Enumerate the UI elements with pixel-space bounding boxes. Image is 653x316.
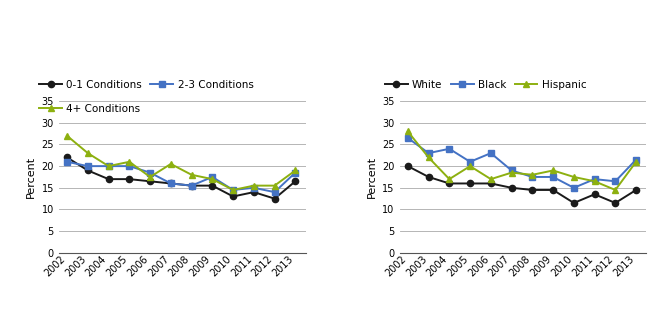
- Legend: 4+ Conditions: 4+ Conditions: [39, 104, 140, 114]
- 0-1 Conditions: [167, 182, 175, 185]
- Y-axis label: Percent: Percent: [366, 156, 377, 198]
- 4+ Conditions: [291, 168, 299, 172]
- Hispanic: [611, 188, 619, 192]
- White: [570, 201, 578, 205]
- White: [632, 188, 640, 192]
- Hispanic: [549, 168, 557, 172]
- 4+ Conditions: [208, 177, 216, 181]
- Black: [632, 158, 640, 161]
- 0-1 Conditions: [291, 179, 299, 183]
- Hispanic: [404, 130, 412, 133]
- Hispanic: [528, 173, 536, 177]
- 0-1 Conditions: [270, 197, 278, 201]
- 4+ Conditions: [104, 164, 112, 168]
- Black: [507, 168, 515, 172]
- Black: [445, 147, 453, 151]
- Legend: White, Black, Hispanic: White, Black, Hispanic: [385, 80, 586, 90]
- 4+ Conditions: [167, 162, 175, 166]
- White: [507, 186, 515, 190]
- 2-3 Conditions: [146, 171, 154, 174]
- 0-1 Conditions: [208, 184, 216, 187]
- 0-1 Conditions: [146, 179, 154, 183]
- 2-3 Conditions: [84, 164, 91, 168]
- Black: [528, 175, 536, 179]
- Line: Hispanic: Hispanic: [405, 128, 639, 193]
- White: [528, 188, 536, 192]
- Hispanic: [570, 175, 578, 179]
- 0-1 Conditions: [229, 195, 237, 198]
- Black: [466, 160, 474, 164]
- Hispanic: [466, 164, 474, 168]
- 2-3 Conditions: [187, 184, 195, 187]
- 2-3 Conditions: [208, 175, 216, 179]
- Black: [591, 177, 599, 181]
- Black: [424, 151, 432, 155]
- 4+ Conditions: [146, 175, 154, 179]
- Hispanic: [445, 177, 453, 181]
- White: [424, 175, 432, 179]
- 2-3 Conditions: [291, 171, 299, 174]
- 4+ Conditions: [250, 184, 258, 187]
- Black: [570, 186, 578, 190]
- 4+ Conditions: [125, 160, 133, 164]
- 2-3 Conditions: [229, 188, 237, 192]
- Hispanic: [632, 160, 640, 164]
- Line: 2-3 Conditions: 2-3 Conditions: [64, 159, 298, 195]
- 2-3 Conditions: [250, 186, 258, 190]
- 0-1 Conditions: [250, 190, 258, 194]
- 0-1 Conditions: [104, 177, 112, 181]
- 2-3 Conditions: [104, 164, 112, 168]
- 2-3 Conditions: [63, 160, 71, 164]
- White: [611, 201, 619, 205]
- Y-axis label: Percent: Percent: [26, 156, 36, 198]
- 0-1 Conditions: [125, 177, 133, 181]
- Hispanic: [591, 179, 599, 183]
- 0-1 Conditions: [63, 155, 71, 159]
- 4+ Conditions: [270, 184, 278, 187]
- 2-3 Conditions: [270, 190, 278, 194]
- White: [549, 188, 557, 192]
- 4+ Conditions: [229, 188, 237, 192]
- 2-3 Conditions: [167, 182, 175, 185]
- White: [445, 182, 453, 185]
- Hispanic: [507, 171, 515, 174]
- Black: [611, 179, 619, 183]
- Line: 0-1 Conditions: 0-1 Conditions: [64, 154, 298, 202]
- 4+ Conditions: [63, 134, 71, 138]
- White: [404, 164, 412, 168]
- Line: Black: Black: [405, 135, 639, 191]
- Line: 4+ Conditions: 4+ Conditions: [64, 133, 298, 193]
- 0-1 Conditions: [187, 184, 195, 187]
- 0-1 Conditions: [84, 168, 91, 172]
- White: [487, 182, 495, 185]
- 2-3 Conditions: [125, 164, 133, 168]
- Black: [404, 136, 412, 140]
- 4+ Conditions: [187, 173, 195, 177]
- 4+ Conditions: [84, 151, 91, 155]
- Black: [549, 175, 557, 179]
- White: [591, 192, 599, 196]
- Line: White: White: [405, 163, 639, 206]
- Black: [487, 151, 495, 155]
- Hispanic: [424, 155, 432, 159]
- White: [466, 182, 474, 185]
- Hispanic: [487, 177, 495, 181]
